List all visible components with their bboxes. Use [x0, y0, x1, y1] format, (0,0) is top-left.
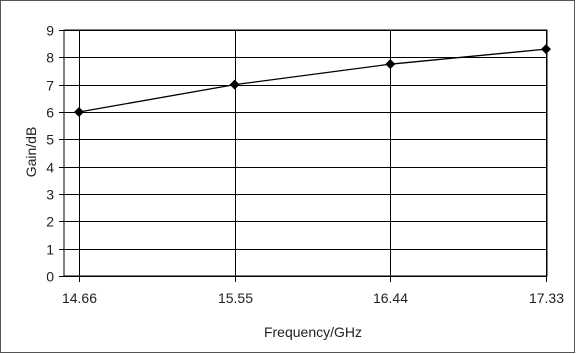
y-tick-label: 6: [46, 105, 54, 121]
data-point-marker: [385, 59, 396, 70]
plot-area-border: [63, 29, 548, 277]
y-tick-label: 7: [46, 78, 54, 94]
data-point-marker: [541, 44, 551, 55]
x-axis-ticks: 14.66 15.55 16.44 17.33: [62, 276, 564, 306]
series-layer: [74, 44, 551, 117]
y-tick-label: 0: [46, 269, 54, 285]
x-tick-label: 16.44: [373, 290, 408, 306]
y-tick-label: 9: [46, 23, 54, 39]
y-tick-label: 2: [46, 214, 54, 230]
y-tick-label: 3: [46, 187, 54, 203]
y-tick-label: 5: [46, 132, 54, 148]
data-point-marker: [229, 79, 240, 90]
data-point-marker: [74, 107, 84, 117]
x-tick-label: 17.33: [529, 290, 564, 306]
y-tick-label: 8: [46, 50, 54, 66]
gridlines: [64, 30, 547, 277]
x-tick-label: 14.66: [62, 290, 97, 306]
y-tick-label: 1: [46, 242, 54, 258]
axes: [63, 29, 548, 277]
y-tick-label: 4: [46, 160, 54, 176]
x-tick-label: 15.55: [218, 290, 253, 306]
series-line: [78, 48, 547, 113]
y-axis-title: Gain/dB: [23, 127, 39, 178]
x-axis-title: Frequency/GHz: [264, 324, 362, 340]
y-axis-ticks: 0 1 2 3 4 5 6 7 8 9: [46, 23, 64, 285]
